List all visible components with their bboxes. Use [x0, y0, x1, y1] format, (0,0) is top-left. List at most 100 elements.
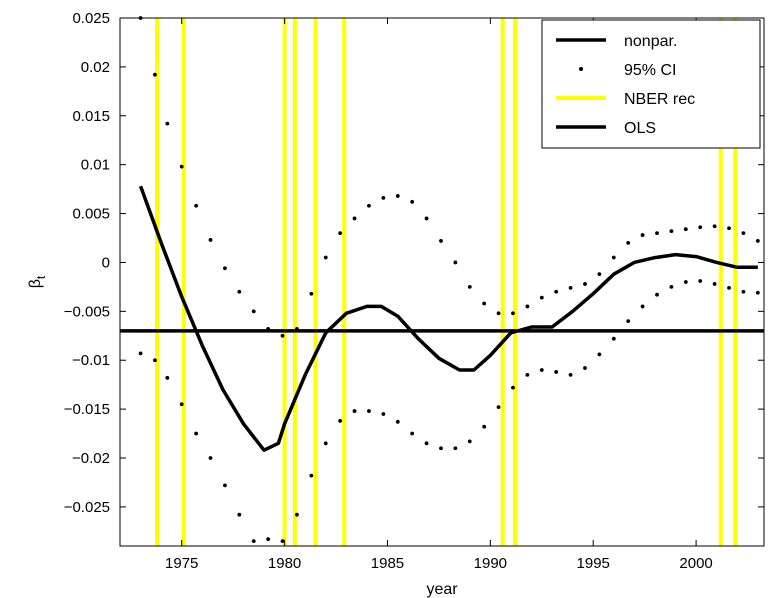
y-tick-label: −0.01	[72, 352, 110, 369]
ci-point	[655, 231, 659, 236]
ci-point	[309, 473, 314, 478]
y-tick-label: −0.025	[64, 499, 110, 516]
ci-point	[395, 419, 400, 424]
ci-point	[208, 456, 213, 460]
ci-point	[165, 121, 170, 126]
ci-point	[554, 370, 559, 374]
ci-point	[381, 412, 386, 416]
ci-point	[179, 402, 184, 407]
ci-point	[496, 311, 501, 316]
y-tick-label: 0.01	[81, 157, 110, 174]
ci-point	[755, 239, 760, 243]
ci-point	[453, 260, 458, 265]
ci-point	[669, 229, 674, 234]
ci-point	[611, 255, 616, 260]
ci-point	[467, 439, 472, 444]
ci-point	[179, 164, 184, 169]
ci-point	[741, 289, 746, 294]
y-tick-label: 0.025	[72, 10, 110, 27]
ci-point	[424, 216, 429, 221]
ci-point	[424, 441, 429, 446]
ci-point	[237, 512, 242, 517]
legend-marker-dots	[579, 67, 583, 71]
ci-point	[640, 233, 645, 237]
x-tick-label: 1980	[268, 555, 301, 572]
ci-point	[583, 282, 587, 286]
ci-point	[237, 289, 242, 294]
ci-point	[597, 272, 602, 277]
x-axis: 1975 1980 1985 1990 1995 2000	[165, 18, 713, 572]
ci-point	[482, 424, 487, 429]
ci-point	[539, 368, 544, 372]
ci-point	[352, 409, 357, 413]
ci-point	[280, 539, 285, 544]
x-tick-label: 1985	[371, 555, 404, 572]
ci-point	[712, 282, 717, 286]
ci-point	[251, 539, 256, 544]
y-tick-label: −0.015	[64, 401, 110, 418]
ci-point	[295, 512, 299, 517]
ci-point	[611, 336, 616, 341]
ci-point	[698, 279, 703, 283]
y-tick-label: 0.015	[72, 108, 110, 125]
ci-point	[266, 537, 271, 542]
y-tick-label: −0.02	[72, 450, 110, 467]
y-axis-label-subscript: t	[34, 275, 48, 279]
y-tick-label: 0.02	[81, 59, 110, 76]
ci-point	[309, 291, 314, 296]
plot-frame	[119, 17, 765, 547]
ci-point	[453, 446, 458, 451]
ci-point	[525, 372, 530, 377]
ci-point	[194, 431, 199, 436]
x-tick-label: 1975	[165, 555, 198, 572]
x-tick-label: 1995	[577, 555, 610, 572]
nonpar-line	[138, 185, 758, 452]
ci-point	[568, 372, 573, 377]
y-axis-label: βt	[27, 275, 48, 288]
ci-point	[439, 239, 443, 243]
ci-point	[712, 224, 717, 229]
ci-point	[539, 295, 544, 300]
ci-point	[568, 285, 573, 290]
legend-label: OLS	[624, 120, 656, 137]
ci-point	[410, 431, 415, 436]
ci-point	[698, 225, 703, 230]
y-tick-label: −0.005	[64, 303, 110, 320]
ci-point	[669, 284, 674, 289]
ci-point	[511, 311, 515, 316]
ci-point	[683, 227, 688, 232]
ci-point	[153, 72, 157, 77]
ci-point	[352, 216, 357, 221]
ci-point	[583, 366, 587, 370]
ci-point	[525, 304, 530, 309]
x-tick-label: 2000	[679, 555, 712, 572]
ci-point	[741, 231, 746, 236]
ci-point	[208, 238, 213, 242]
y-axis: 0.025 0.02 0.015 0.01 0.005 0 −0.005 −0.01 −0.01…	[64, 10, 764, 516]
ci-point	[683, 280, 688, 284]
ci-point	[626, 240, 631, 245]
ci-point	[251, 309, 256, 314]
ci-point	[323, 255, 328, 260]
x-tick-label: 1990	[474, 555, 507, 572]
ci-point	[165, 375, 170, 380]
ci-point	[323, 441, 328, 446]
ci-point	[138, 351, 143, 356]
y-tick-label: 0.005	[72, 206, 110, 223]
ci-point	[727, 285, 731, 290]
ci-point	[655, 292, 659, 297]
ci-point	[640, 304, 645, 309]
ci-point	[554, 289, 559, 294]
ci-point	[223, 483, 227, 488]
ci-point	[597, 352, 602, 357]
ci-point	[755, 290, 760, 295]
legend-label: NBER rec	[624, 91, 695, 108]
ci-point	[496, 405, 501, 410]
legend-label: 95% CI	[624, 62, 676, 79]
ci-point	[410, 199, 415, 204]
ci-point	[482, 301, 487, 306]
ci-point	[467, 284, 472, 289]
ci-point	[367, 203, 371, 208]
ci-point	[381, 196, 386, 200]
